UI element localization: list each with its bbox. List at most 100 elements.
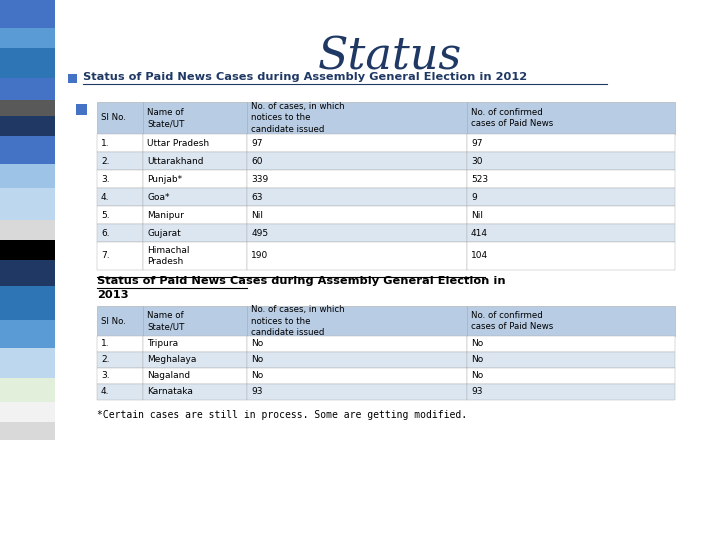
- Bar: [143, 188, 247, 206]
- Text: Name of
State/UT: Name of State/UT: [148, 311, 184, 331]
- Text: Goa*: Goa*: [148, 192, 170, 201]
- Bar: [467, 242, 675, 270]
- Text: Name of
State/UT: Name of State/UT: [148, 108, 184, 128]
- Bar: [247, 206, 467, 224]
- Text: 339: 339: [251, 174, 269, 184]
- Bar: [143, 134, 247, 152]
- Bar: [68, 74, 77, 83]
- Bar: [467, 102, 675, 134]
- Bar: [97, 336, 143, 352]
- Bar: [143, 306, 247, 336]
- Bar: [97, 384, 143, 400]
- Bar: [467, 384, 675, 400]
- Bar: [0, 320, 55, 348]
- Bar: [247, 336, 467, 352]
- Bar: [467, 134, 675, 152]
- Text: No. of cases, in which
notices to the
candidate issued: No. of cases, in which notices to the ca…: [251, 103, 345, 133]
- Bar: [467, 336, 675, 352]
- Bar: [143, 152, 247, 170]
- Bar: [143, 102, 247, 134]
- Bar: [0, 188, 55, 220]
- Bar: [143, 336, 247, 352]
- Text: Tripura: Tripura: [148, 340, 179, 348]
- Text: Status of Paid News Cases during Assembly General Election in 2012: Status of Paid News Cases during Assembl…: [83, 72, 527, 82]
- Bar: [97, 170, 143, 188]
- Bar: [0, 422, 55, 440]
- Bar: [143, 384, 247, 400]
- Bar: [467, 170, 675, 188]
- Bar: [0, 136, 55, 164]
- Text: Nil: Nil: [471, 211, 483, 219]
- Bar: [467, 152, 675, 170]
- Bar: [467, 206, 675, 224]
- Bar: [247, 102, 467, 134]
- Bar: [247, 306, 467, 336]
- Bar: [97, 152, 143, 170]
- Bar: [0, 348, 55, 378]
- Text: Karnataka: Karnataka: [148, 388, 193, 396]
- Text: 60: 60: [251, 157, 263, 165]
- Bar: [247, 188, 467, 206]
- Text: 5.: 5.: [101, 211, 109, 219]
- Bar: [0, 164, 55, 188]
- Text: No: No: [251, 372, 264, 381]
- Bar: [467, 188, 675, 206]
- Bar: [143, 224, 247, 242]
- Bar: [97, 206, 143, 224]
- Text: 97: 97: [471, 138, 482, 147]
- Text: 63: 63: [251, 192, 263, 201]
- Bar: [0, 402, 55, 422]
- Bar: [0, 28, 55, 48]
- Bar: [97, 188, 143, 206]
- Text: Himachal
Pradesh: Himachal Pradesh: [148, 246, 190, 266]
- Text: 2.: 2.: [101, 157, 109, 165]
- Text: No: No: [471, 372, 483, 381]
- Bar: [0, 116, 55, 136]
- Bar: [247, 152, 467, 170]
- Text: 7.: 7.: [101, 252, 109, 260]
- Text: 93: 93: [471, 388, 482, 396]
- Bar: [467, 368, 675, 384]
- Text: Manipur: Manipur: [148, 211, 184, 219]
- Bar: [0, 286, 55, 320]
- Bar: [247, 134, 467, 152]
- Bar: [76, 104, 87, 115]
- Bar: [0, 100, 55, 116]
- Text: No: No: [471, 340, 483, 348]
- Text: 97: 97: [251, 138, 263, 147]
- Text: No. of confirmed
cases of Paid News: No. of confirmed cases of Paid News: [471, 108, 553, 128]
- Text: 93: 93: [251, 388, 263, 396]
- Text: Sl No.: Sl No.: [101, 316, 126, 326]
- Bar: [97, 352, 143, 368]
- Text: Punjab*: Punjab*: [148, 174, 182, 184]
- Bar: [97, 242, 143, 270]
- Text: 1.: 1.: [101, 340, 109, 348]
- Bar: [0, 220, 55, 240]
- Bar: [97, 224, 143, 242]
- Text: No: No: [251, 340, 264, 348]
- Bar: [467, 352, 675, 368]
- Bar: [97, 134, 143, 152]
- Text: 523: 523: [471, 174, 488, 184]
- Text: 2.: 2.: [101, 355, 109, 364]
- Text: 9: 9: [471, 192, 477, 201]
- Text: 1.: 1.: [101, 138, 109, 147]
- Bar: [97, 102, 143, 134]
- Bar: [143, 368, 247, 384]
- Bar: [143, 206, 247, 224]
- Bar: [247, 242, 467, 270]
- Text: No. of cases, in which
notices to the
candidate issued: No. of cases, in which notices to the ca…: [251, 306, 345, 336]
- Text: 4.: 4.: [101, 388, 109, 396]
- Bar: [0, 78, 55, 100]
- Text: No. of confirmed
cases of Paid News: No. of confirmed cases of Paid News: [471, 311, 553, 331]
- Text: Nil: Nil: [251, 211, 264, 219]
- Text: No: No: [471, 355, 483, 364]
- Bar: [247, 170, 467, 188]
- Bar: [143, 242, 247, 270]
- Text: 6.: 6.: [101, 228, 109, 238]
- Bar: [0, 0, 55, 28]
- Text: Meghalaya: Meghalaya: [148, 355, 197, 364]
- Bar: [97, 306, 143, 336]
- Bar: [247, 368, 467, 384]
- Text: Status of Paid News Cases during Assembly General Election in
2013: Status of Paid News Cases during Assembl…: [97, 276, 505, 300]
